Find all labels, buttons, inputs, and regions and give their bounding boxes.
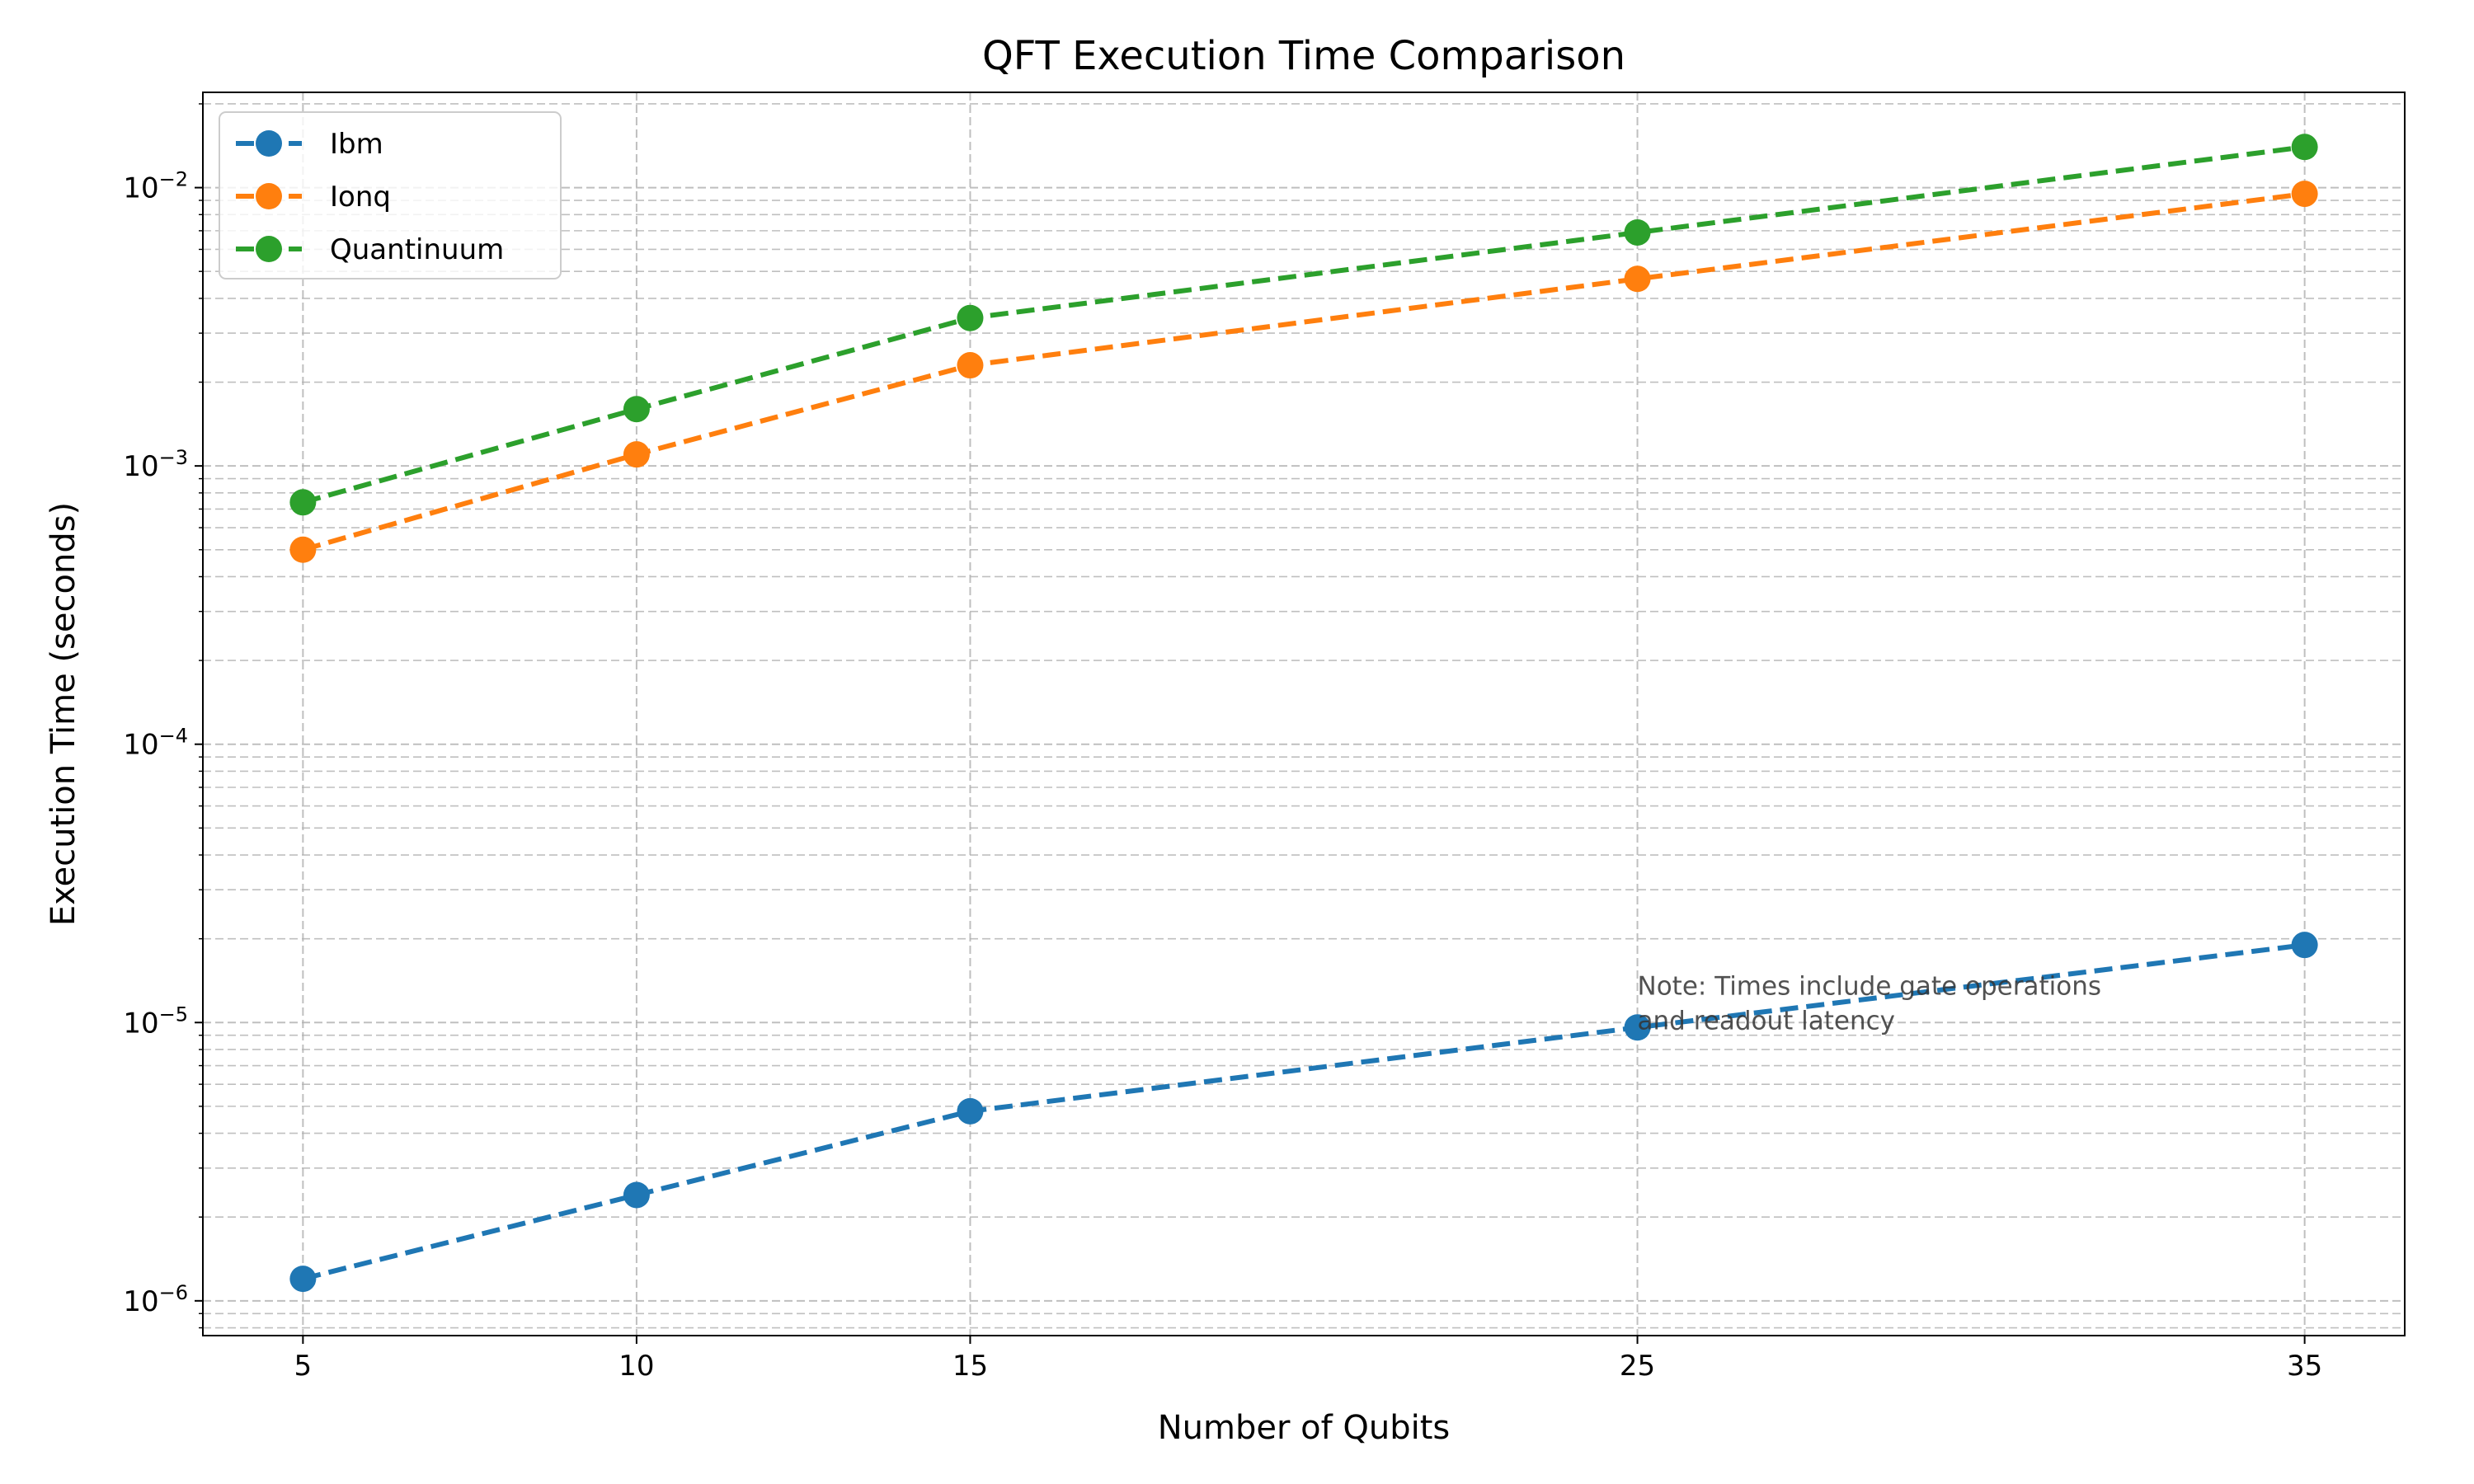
- y-axis: 10−6 10−5 10−4 10−3 10−2: [123, 103, 203, 1329]
- y-tick-label: 10−5: [123, 1003, 188, 1040]
- y-tick-label: 10−3: [123, 446, 188, 483]
- legend-label-quantinuum: Quantinuum: [330, 233, 504, 266]
- data-point-ibm: [623, 1181, 650, 1209]
- data-point-quantinuum: [289, 489, 317, 516]
- legend-marker-ibm: [256, 130, 282, 157]
- data-point-ibm: [957, 1097, 984, 1125]
- x-tick-label: 5: [294, 1350, 313, 1383]
- data-point-quantinuum: [1624, 218, 1651, 246]
- chart-title: QFT Execution Time Comparison: [982, 33, 1625, 79]
- data-point-ionq: [289, 536, 317, 563]
- y-tick-label: 10−6: [123, 1281, 188, 1318]
- data-point-ibm: [289, 1266, 317, 1293]
- plot-frame: [202, 92, 2406, 1336]
- y-axis-title: Execution Time (seconds): [45, 502, 82, 926]
- x-tick-label: 35: [2287, 1350, 2322, 1383]
- data-point-ibm: [1624, 1014, 1651, 1041]
- data-point-ionq: [623, 441, 650, 468]
- legend-label-ibm: Ibm: [330, 128, 383, 161]
- series-layer: [289, 134, 2318, 1293]
- y-tick-label: 10−2: [123, 168, 188, 205]
- data-point-quantinuum: [957, 304, 984, 331]
- grid-lines: [203, 92, 2405, 1336]
- note-text-line: and readout latency: [1638, 1006, 1895, 1036]
- data-point-ibm: [2291, 932, 2318, 959]
- legend: Ibm Ionq Quantinuum: [219, 111, 562, 279]
- x-tick-label: 15: [952, 1350, 988, 1383]
- series-line-ionq: [302, 191, 2306, 552]
- legend-box: [219, 111, 562, 279]
- x-axis-title: Number of Qubits: [1158, 1409, 1451, 1447]
- legend-marker-ionq: [256, 183, 282, 209]
- data-point-quantinuum: [623, 396, 650, 423]
- y-tick-label: 10−4: [123, 725, 188, 762]
- x-tick-label: 10: [618, 1350, 654, 1383]
- x-tick-label: 25: [1620, 1350, 1655, 1383]
- data-point-ionq: [1624, 265, 1651, 293]
- x-axis: 5 10 15 25 35: [294, 1336, 2322, 1383]
- data-point-ionq: [957, 352, 984, 379]
- legend-marker-quantinuum: [256, 236, 282, 262]
- note-text-line: Note: Times include gate operations: [1638, 971, 2101, 1001]
- data-point-ionq: [2291, 181, 2318, 208]
- note-annotation: Note: Times include gate operations and r…: [1638, 971, 2101, 1036]
- legend-label-ionq: Ionq: [330, 181, 391, 214]
- data-point-quantinuum: [2291, 134, 2318, 161]
